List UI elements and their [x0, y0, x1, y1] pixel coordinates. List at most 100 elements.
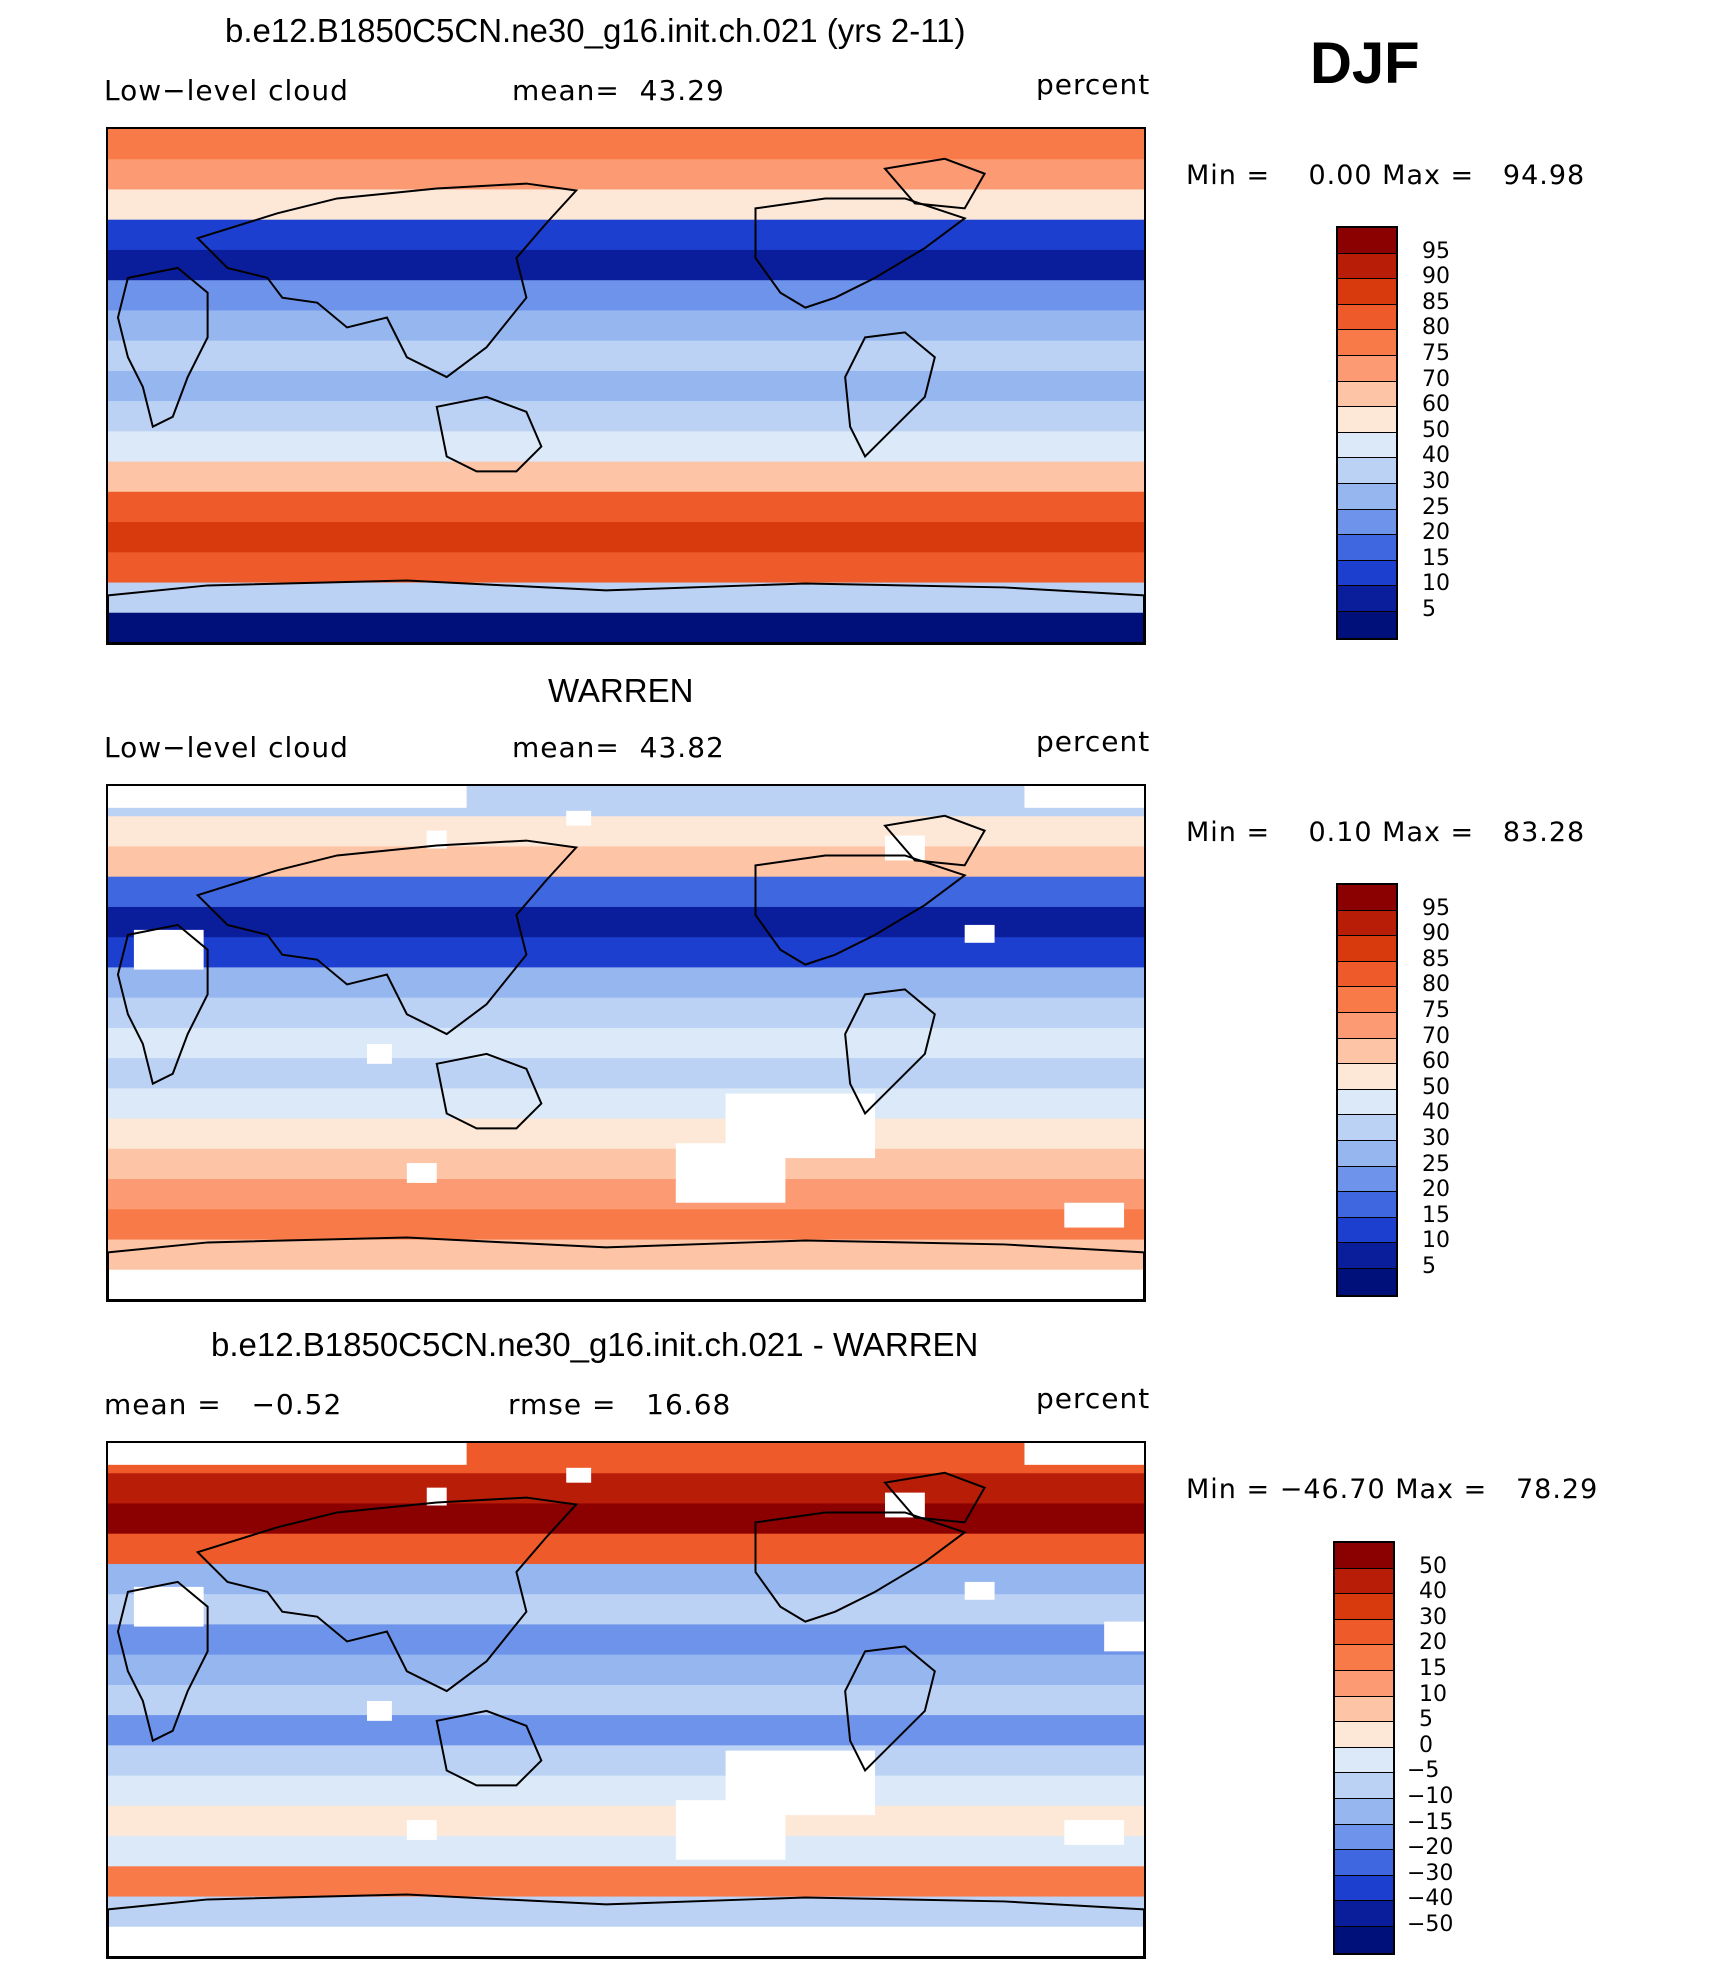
map-missing-region [133, 1586, 204, 1627]
panel-2-map [106, 784, 1146, 1302]
colorbar-swatch [1338, 535, 1396, 561]
map-band [108, 997, 1144, 1029]
coastline [435, 395, 543, 473]
map-band [108, 1926, 1144, 1957]
map-band [108, 1118, 1144, 1150]
map-band [108, 1088, 1144, 1120]
colorbar-tick-label: 10 [1419, 1681, 1447, 1707]
colorbar-swatch [1338, 228, 1396, 254]
panel-2-colorbar [1336, 883, 1398, 1297]
coastline [844, 1645, 936, 1773]
map-canvas [108, 1443, 1144, 1957]
coastline [754, 1511, 967, 1623]
coastline [883, 1471, 987, 1524]
coastline [844, 331, 936, 459]
panel-1-range: Min = 0.00 Max = 94.98 [1186, 160, 1586, 191]
panel-2-units-label: percent [1036, 725, 1151, 758]
panel-2-range: Min = 0.10 Max = 83.28 [1186, 817, 1586, 848]
colorbar-tick-label: −15 [1407, 1809, 1454, 1835]
colorbar-tick-label: 20 [1422, 1177, 1450, 1203]
colorbar-tick-label: 30 [1422, 469, 1450, 494]
map-band [108, 1503, 1144, 1535]
colorbar-tick-label: 60 [1422, 392, 1450, 418]
colorbar-swatch [1338, 1089, 1396, 1116]
map-missing-region [675, 1143, 786, 1203]
colorbar-swatch [1338, 509, 1396, 536]
colorbar-tick-label: 0 [1419, 1732, 1433, 1758]
colorbar-swatch [1338, 560, 1396, 587]
colorbar-swatch [1335, 1645, 1393, 1671]
colorbar-tick-label: 40 [1422, 443, 1450, 469]
colorbar-tick-label: 80 [1422, 315, 1450, 341]
colorbar-swatch [1335, 1798, 1393, 1825]
colorbar-swatch [1338, 910, 1396, 937]
panel-3-map [106, 1441, 1146, 1959]
season-label: DJF [1310, 31, 1420, 96]
colorbar-tick-label: 15 [1422, 1202, 1450, 1228]
map-band [108, 1624, 1144, 1656]
panel-1-variable-label: Low−level cloud [104, 74, 349, 107]
colorbar-tick-label: 25 [1422, 494, 1450, 520]
map-missing-region [426, 830, 447, 849]
map-band [108, 340, 1144, 372]
colorbar-swatch [1335, 1696, 1393, 1723]
map-canvas [108, 129, 1144, 643]
colorbar-tick-label: 75 [1422, 341, 1450, 366]
colorbar-swatch [1338, 987, 1396, 1013]
map-band [108, 1533, 1144, 1565]
panel-1-title: b.e12.B1850C5CN.ne30_g16.init.ch.021 (yr… [225, 12, 966, 49]
colorbar-swatch [1335, 1670, 1393, 1697]
map-canvas [108, 786, 1144, 1300]
map-band [108, 219, 1144, 251]
colorbar-swatch [1338, 1243, 1396, 1269]
map-band [108, 1473, 1144, 1505]
coastline [195, 1496, 579, 1693]
map-missing-region [108, 786, 467, 808]
map-band [108, 280, 1144, 311]
map-band [108, 816, 1144, 848]
map-band [108, 552, 1144, 584]
map-missing-region [1104, 1621, 1144, 1652]
map-band [108, 1058, 1144, 1089]
colorbar-swatch [1338, 586, 1396, 612]
panel-3-rmse-label: rmse = 16.68 [508, 1388, 732, 1421]
colorbar-swatch [1338, 355, 1396, 382]
map-missing-region [367, 1700, 392, 1721]
map-band [108, 189, 1144, 221]
colorbar-tick-label: 20 [1422, 520, 1450, 546]
colorbar-tick-label: −20 [1407, 1835, 1454, 1861]
map-missing-region [367, 1043, 392, 1064]
colorbar-tick-label: 40 [1419, 1579, 1447, 1605]
coastline [754, 854, 967, 966]
map-band [108, 967, 1144, 999]
colorbar-tick-label: 50 [1419, 1553, 1447, 1579]
map-band [108, 1209, 1144, 1241]
panel-1-map [106, 127, 1146, 645]
colorbar-tick-label: 80 [1422, 972, 1450, 998]
panel-1-colorbar [1336, 226, 1398, 640]
map-band [108, 1684, 1144, 1716]
map-missing-region [1064, 1202, 1125, 1228]
panel-2-variable-label: Low−level cloud [104, 731, 349, 764]
colorbar-swatch [1338, 381, 1396, 408]
colorbar-swatch [1338, 407, 1396, 433]
map-band [108, 612, 1144, 643]
colorbar-tick-label: 50 [1422, 1074, 1450, 1100]
map-band [108, 370, 1144, 402]
map-band [108, 431, 1144, 463]
colorbar-tick-label: 85 [1422, 946, 1450, 972]
map-band [108, 1179, 1144, 1210]
colorbar-swatch [1338, 1064, 1396, 1090]
colorbar-swatch [1335, 1773, 1393, 1799]
panel-3-colorbar [1333, 1541, 1395, 1955]
colorbar-swatch [1335, 1926, 1393, 1953]
colorbar-tick-label: 20 [1419, 1630, 1447, 1656]
colorbar-swatch [1338, 432, 1396, 459]
map-band [108, 249, 1144, 281]
map-band [108, 129, 1144, 160]
panel-3-title: b.e12.B1850C5CN.ne30_g16.init.ch.021 - W… [211, 1326, 979, 1363]
colorbar-swatch [1335, 1722, 1393, 1748]
panel-3-mean-label: mean = −0.52 [104, 1388, 343, 1421]
colorbar-swatch [1335, 1594, 1393, 1620]
coastline [883, 157, 987, 210]
